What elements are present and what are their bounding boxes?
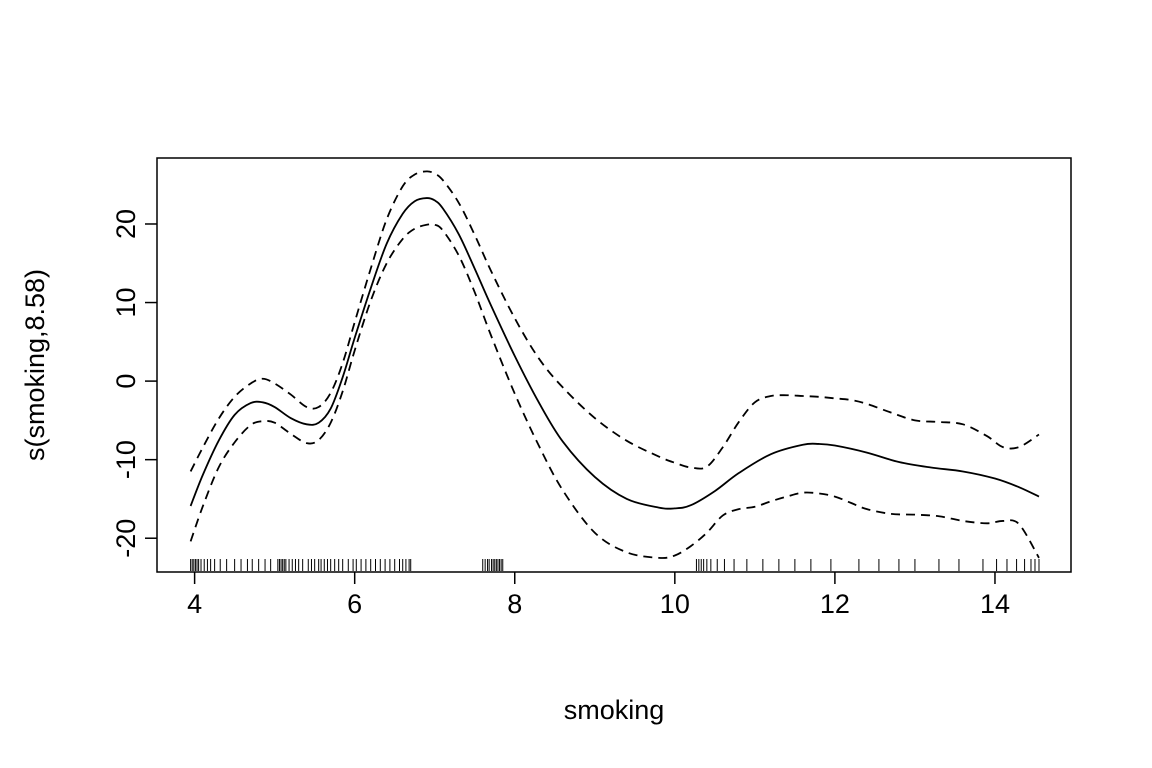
x-axis-label: smoking [564,695,665,725]
y-tick-label: -20 [111,519,141,558]
x-tick-label: 4 [187,589,202,619]
y-axis-label: s(smoking,8.58) [20,269,50,461]
x-tick-label: 14 [980,589,1010,619]
y-tick-label: 0 [111,374,141,389]
y-tick-label: -10 [111,440,141,479]
y-tick-label: 10 [111,288,141,318]
y-tick-label: 20 [111,209,141,239]
x-tick-label: 8 [507,589,522,619]
confidence-band-line-1 [189,170,1040,472]
rug-layer [190,559,1040,571]
confidence-band-line-2 [189,223,1040,559]
plot-frame [156,157,1072,573]
series-layer [189,170,1040,559]
x-axis: 4 6 8 10 12 14 [187,572,1010,619]
x-tick-label: 6 [347,589,362,619]
x-tick-label: 12 [820,589,850,619]
x-tick-label: 10 [660,589,690,619]
smooth-fit-line [189,197,1040,510]
y-axis: -20 -10 0 10 20 [111,209,157,558]
